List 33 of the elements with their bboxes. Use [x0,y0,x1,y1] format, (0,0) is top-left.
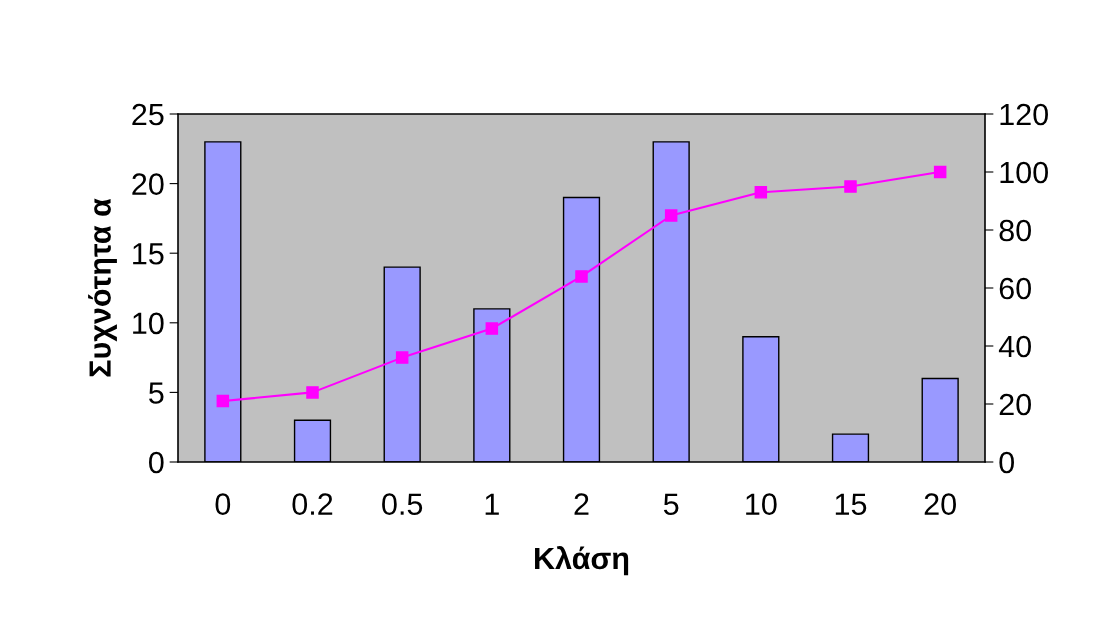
x-tick-label: 1 [485,493,499,515]
y2-tick-label: 20 [999,393,1031,416]
y2-tick-label: 120 [1000,103,1048,126]
point [575,270,588,283]
x-tick-label: 5 [663,493,679,515]
point [844,180,857,193]
x-tick-label: 0 [215,493,231,515]
y2-tick-label: 40 [998,335,1031,358]
point [933,165,947,179]
y-tick-label: 20 [132,173,164,195]
y2-tick-label: 0 [999,451,1014,474]
y-tick-label: 10 [133,312,164,335]
y-tick-label: 15 [133,243,164,265]
x-tick-label: 10 [746,493,777,515]
x-tick-label: 15 [835,493,867,515]
y-tick-label: 0 [149,451,164,474]
y-tick-label: 25 [132,103,164,126]
y2-tick-label: 100 [1000,161,1048,184]
point [485,322,499,335]
point [754,186,768,199]
point [395,351,409,364]
point [306,386,319,399]
x-tick-label: 0.2 [292,493,333,515]
y2-tick-label: 60 [999,277,1031,300]
x-tick-label: 2 [574,493,589,515]
point [664,209,678,222]
y2-tick-label: 80 [999,219,1031,242]
y-axis-title: Συχνότητα α [88,198,117,377]
point [216,394,230,408]
y-tick-label: 5 [149,382,164,404]
x-tick-label: 0.5 [382,493,423,515]
x-tick-label: 20 [924,493,956,515]
x-axis-title: Κλάση [535,546,629,576]
